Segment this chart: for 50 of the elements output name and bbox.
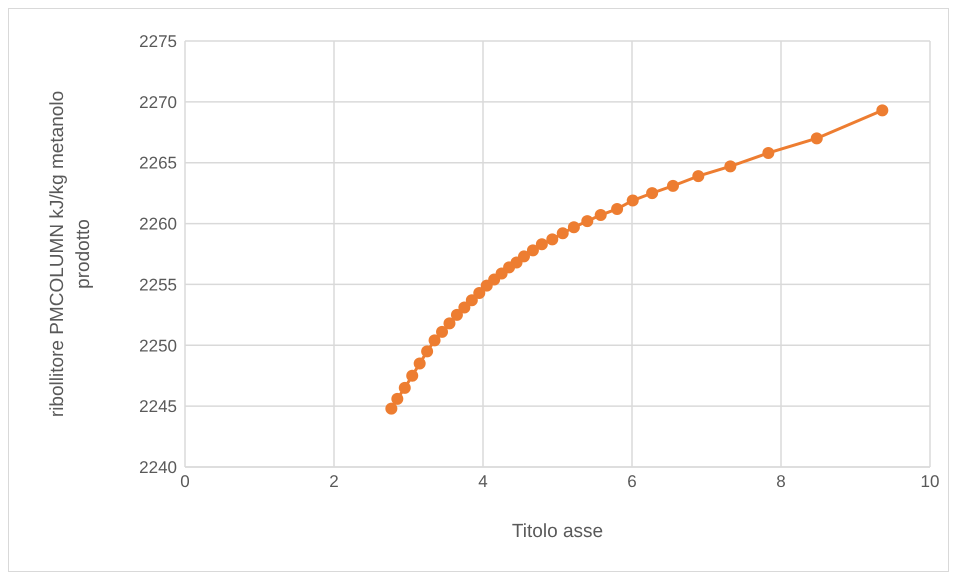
y-tick-label: 2240 xyxy=(139,458,177,478)
point xyxy=(385,402,398,415)
point xyxy=(568,221,580,234)
point xyxy=(428,334,441,346)
point xyxy=(692,170,704,182)
point xyxy=(436,326,448,338)
point xyxy=(473,286,486,299)
point xyxy=(398,382,411,394)
point xyxy=(876,104,888,116)
x-axis-title: Titolo asse xyxy=(512,521,604,542)
y-tick-label: 2260 xyxy=(139,214,177,234)
point xyxy=(810,132,823,144)
y-tick-label: 2245 xyxy=(139,397,177,416)
point xyxy=(626,194,639,206)
point xyxy=(406,370,418,382)
y-tick-label: 2265 xyxy=(139,154,177,173)
point xyxy=(450,308,463,321)
point xyxy=(466,294,478,306)
point xyxy=(581,215,594,228)
y-tick-label: 2250 xyxy=(139,336,177,356)
y-axis-title: ribollitore PMCOLUMN kJ/kg metanolo prodotto xyxy=(47,90,94,418)
point xyxy=(724,160,736,172)
point xyxy=(510,256,523,269)
point xyxy=(762,146,774,159)
point xyxy=(518,250,530,262)
point xyxy=(391,392,404,405)
x-tick-label: 10 xyxy=(920,472,940,492)
x-tick-label: 8 xyxy=(776,472,786,492)
point xyxy=(443,317,456,330)
point xyxy=(488,274,500,286)
point xyxy=(458,302,470,314)
point xyxy=(414,358,426,370)
x-tick-label: 6 xyxy=(627,472,637,492)
point xyxy=(480,280,493,292)
y-tick-label: 2255 xyxy=(139,275,177,294)
point xyxy=(594,209,607,222)
point xyxy=(536,238,548,250)
y-tick-label: 2270 xyxy=(139,92,177,112)
point xyxy=(546,233,558,246)
point xyxy=(421,345,434,358)
point xyxy=(666,180,679,192)
x-tick-label: 4 xyxy=(478,472,488,492)
y-tick-label: 2275 xyxy=(139,32,177,52)
x-tick-label: 2 xyxy=(329,472,339,492)
x-tick-label: 0 xyxy=(180,472,190,492)
point xyxy=(526,244,539,256)
point xyxy=(611,202,624,215)
point xyxy=(556,227,569,240)
point xyxy=(646,187,658,200)
point xyxy=(496,267,508,280)
